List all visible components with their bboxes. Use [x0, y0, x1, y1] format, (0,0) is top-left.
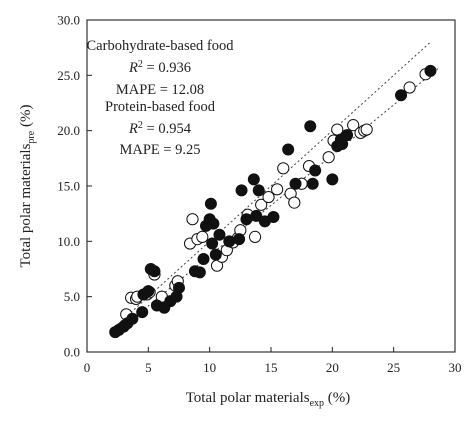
- filled-point: [223, 235, 236, 248]
- x-axis-title: Total polar materialsexp (%): [186, 390, 351, 409]
- filled-point: [209, 248, 222, 261]
- y-axis-title-main: Total polar materials: [18, 143, 34, 267]
- filled-point: [193, 266, 206, 279]
- filled-point: [142, 285, 155, 298]
- open-point: [277, 162, 290, 175]
- prot-r2-symbol: R: [128, 121, 138, 137]
- x-tick-label: 10: [203, 360, 216, 375]
- open-point: [255, 198, 268, 211]
- carb-mape: MAPE = 12.08: [116, 82, 204, 98]
- filled-point: [250, 209, 263, 222]
- x-tick-label: 15: [265, 360, 278, 375]
- open-point: [331, 123, 344, 136]
- filled-point: [289, 177, 302, 190]
- filled-point: [172, 281, 185, 294]
- filled-point: [207, 217, 220, 230]
- open-point: [347, 119, 360, 132]
- filled-point: [282, 143, 295, 156]
- x-axis-title-unit: (%): [324, 390, 350, 406]
- x-tick-label: 20: [326, 360, 339, 375]
- filled-point: [206, 237, 219, 250]
- annotation-block: Carbohydrate-based food R2 = 0.936 MAPE …: [87, 38, 235, 158]
- prot-mape: MAPE = 9.25: [119, 142, 200, 158]
- prot-r2: R2 = 0.954: [128, 120, 192, 138]
- filled-point: [267, 210, 280, 223]
- filled-point: [233, 233, 246, 246]
- filled-point: [204, 197, 217, 210]
- y-tick-label: 20.0: [57, 123, 80, 138]
- filled-point: [126, 312, 139, 325]
- x-axis-title-sub: exp: [310, 398, 324, 409]
- prot-r2-exponent: 2: [138, 120, 143, 131]
- prot-title: Protein-based food: [105, 99, 216, 115]
- axis-ticks: 0 5 10 15 20 25 30 0.0 5.0 10.0 15.0 20.0 25.0 30.0: [57, 13, 461, 376]
- filled-point: [136, 306, 149, 319]
- data-points: [109, 64, 437, 339]
- open-point: [288, 196, 301, 209]
- filled-point: [148, 265, 161, 278]
- carb-r2: R2 = 0.936: [128, 59, 191, 77]
- filled-point: [306, 177, 319, 190]
- carb-title: Carbohydrate-based food: [87, 38, 235, 54]
- filled-point: [304, 120, 317, 133]
- y-tick-label: 30.0: [57, 13, 80, 28]
- filled-point: [252, 184, 265, 197]
- open-point: [360, 123, 373, 136]
- x-axis-title-main: Total polar materials: [186, 390, 310, 406]
- filled-point: [309, 164, 322, 177]
- filled-point: [326, 173, 339, 186]
- filled-point: [197, 253, 210, 266]
- x-tick-label: 30: [449, 360, 462, 375]
- fit-line-1: [113, 41, 431, 329]
- x-tick-label: 0: [84, 360, 91, 375]
- carb-r2-value: = 0.936: [143, 60, 191, 76]
- x-tick-label: 25: [387, 360, 400, 375]
- filled-point: [235, 184, 248, 197]
- filled-point: [247, 173, 260, 186]
- y-axis-title-unit: (%): [18, 105, 34, 131]
- carb-r2-exponent: 2: [138, 59, 143, 70]
- open-point: [322, 151, 335, 164]
- y-tick-label: 0.0: [64, 345, 80, 360]
- open-point: [186, 213, 199, 226]
- open-point: [403, 81, 416, 94]
- y-tick-label: 10.0: [57, 234, 80, 249]
- open-point: [248, 230, 262, 244]
- y-axis-title: Total polar materialspre (%): [18, 105, 37, 268]
- open-point: [196, 230, 209, 244]
- y-axis-title-sub: pre: [26, 130, 37, 143]
- prot-r2-value: = 0.954: [143, 121, 192, 137]
- y-tick-label: 15.0: [57, 179, 80, 194]
- y-tick-label: 5.0: [64, 289, 80, 304]
- open-point: [271, 183, 284, 196]
- filled-point: [395, 89, 408, 102]
- filled-point: [424, 64, 437, 77]
- y-tick-label: 25.0: [57, 68, 80, 83]
- open-point: [262, 190, 275, 204]
- carb-r2-symbol: R: [128, 60, 138, 76]
- filled-point: [213, 228, 226, 241]
- filled-point: [341, 129, 354, 142]
- x-tick-label: 5: [145, 360, 152, 375]
